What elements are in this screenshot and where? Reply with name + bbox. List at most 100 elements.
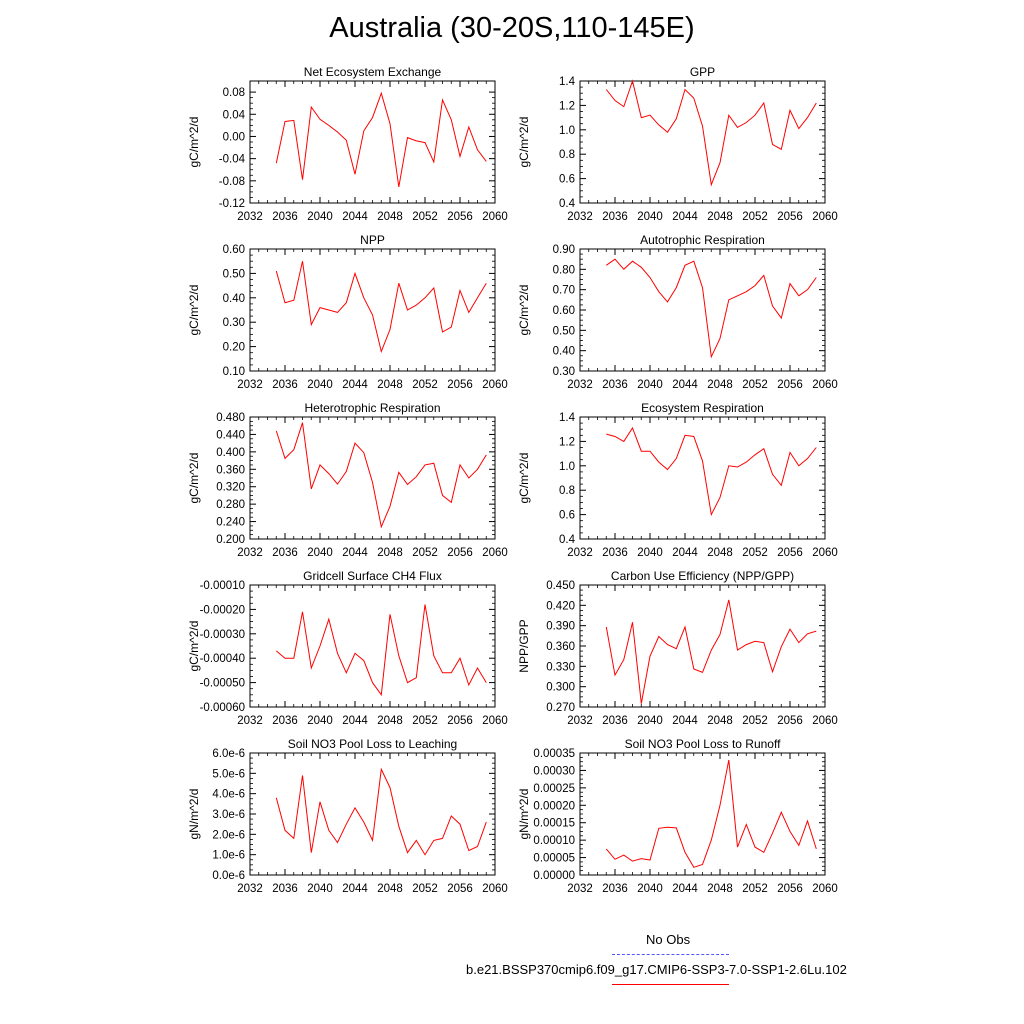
panel-5-xtick-label: 2032 [567, 547, 593, 559]
panel-6-series-line-0 [275, 604, 487, 697]
panel-6-xtick-label: 2032 [237, 715, 263, 727]
panel-7-frame [579, 584, 826, 708]
panel-0-xtick-label: 2056 [447, 211, 473, 223]
panel-5-xtick-label: 2052 [742, 547, 768, 559]
panel-6-ytick-label: -0.00030 [200, 629, 245, 641]
panel-3-xtick-label: 2052 [742, 379, 768, 391]
panel-5-title: Ecosystem Respiration [641, 401, 764, 415]
panel-1-xtick-label: 2056 [777, 211, 803, 223]
panel-8-xtick-label: 2060 [482, 883, 508, 895]
panel-8-ylabel: gN/m^2/d [187, 789, 201, 840]
panel-5-ytick-label: 1.0 [559, 461, 575, 473]
panel-4-title: Heterotrophic Respiration [304, 401, 440, 415]
panel-4-xtick-label: 2036 [272, 547, 298, 559]
panel-6-xtick-label: 2036 [272, 715, 298, 727]
panel-8-title: Soil NO3 Pool Loss to Leaching [288, 737, 457, 751]
panel-6-ytick-label: -0.00010 [200, 580, 245, 592]
panel-8-ytick-label: 6.0e-6 [212, 748, 245, 760]
panel-0-xtick-label: 2044 [342, 211, 368, 223]
panel-9-ytick-label: 0.00030 [533, 765, 575, 777]
panel-0-ytick-label: 0.00 [223, 131, 245, 143]
panel-2-title: NPP [360, 233, 385, 247]
panel-2-xtick-label: 2040 [307, 379, 333, 391]
panel-7-xtick-label: 2044 [672, 715, 698, 727]
panel-9-frame [579, 752, 826, 876]
panel-4-xtick-label: 2052 [412, 547, 438, 559]
panel-1-ytick-label: 0.6 [559, 174, 575, 186]
panel-0-ylabel: gC/m^2/d [187, 117, 201, 168]
panel-7-ytick-label: 0.330 [546, 661, 575, 673]
panel-5-xtick-label: 2040 [637, 547, 663, 559]
panel-1-ytick-label: 1.4 [559, 76, 576, 88]
panel-9-ytick-label: 0.00015 [533, 818, 575, 830]
panel-2-xtick-label: 2036 [272, 379, 298, 391]
panel-7-xtick-label: 2036 [602, 715, 628, 727]
panel-4-frame [249, 416, 496, 540]
panel-9-ytick-label: 0.00035 [533, 748, 575, 760]
panel-4-ytick-label: 0.240 [216, 517, 245, 529]
panel-7-ytick-label: 0.360 [546, 641, 575, 653]
panel-9-ytick-label: 0.00020 [533, 800, 575, 812]
panel-3-series-line-0 [606, 258, 817, 359]
panel-1-ytick-label: 0.8 [559, 149, 575, 161]
panel-3-xtick-label: 2040 [637, 379, 663, 391]
panel-1-ytick-label: 1.0 [559, 125, 575, 137]
panel-3-ytick-label: 0.60 [553, 305, 575, 317]
panel-3-xtick-label: 2036 [602, 379, 628, 391]
panel-0-xtick-label: 2048 [377, 211, 403, 223]
panel-3-ytick-label: 0.50 [553, 325, 575, 337]
legend-label-no-obs: No Obs [646, 932, 691, 947]
panel-0-xtick-label: 2060 [482, 211, 508, 223]
panel-5-ylabel: gC/m^2/d [517, 453, 531, 504]
panel-1-xtick-label: 2048 [707, 211, 733, 223]
panel-6-xtick-label: 2048 [377, 715, 403, 727]
panel-3-xtick-label: 2060 [812, 379, 838, 391]
panel-1-ytick-label: 0.4 [559, 198, 576, 210]
panel-7-xtick-label: 2056 [777, 715, 803, 727]
panel-5-xtick-label: 2056 [777, 547, 803, 559]
panel-0-ytick-label: 0.08 [223, 87, 245, 99]
panel-2-series-line-0 [275, 261, 487, 354]
panel-5-ytick-label: 1.4 [559, 412, 576, 424]
panel-9-xtick-label: 2044 [672, 883, 698, 895]
panel-1-frame [579, 80, 826, 204]
panel-0-series-line-0 [275, 91, 487, 187]
panel-8-ytick-label: 3.0e-6 [212, 809, 245, 821]
panel-5-xtick-label: 2036 [602, 547, 628, 559]
panel-7-ytick-label: 0.450 [546, 580, 575, 592]
panel-7-xtick-label: 2032 [567, 715, 593, 727]
panel-4-ytick-label: 0.400 [216, 447, 245, 459]
panel-6-ytick-label: -0.00050 [200, 678, 245, 690]
panel-1-xtick-label: 2060 [812, 211, 838, 223]
panel-4-xtick-label: 2056 [447, 547, 473, 559]
panel-0-title: Net Ecosystem Exchange [304, 65, 442, 79]
panel-0-frame [249, 80, 496, 204]
panel-4-xtick-label: 2032 [237, 547, 263, 559]
panel-7-ytick-label: 0.390 [546, 621, 575, 633]
panel-8-frame [249, 752, 496, 876]
panel-3-ytick-label: 0.40 [553, 346, 575, 358]
panel-2-xtick-label: 2056 [447, 379, 473, 391]
panel-6-ytick-label: -0.00040 [200, 653, 245, 665]
panel-2-xtick-label: 2060 [482, 379, 508, 391]
panel-9-title: Soil NO3 Pool Loss to Runoff [625, 737, 782, 751]
panel-6-ytick-label: -0.00020 [200, 604, 245, 616]
panel-8-xtick-label: 2056 [447, 883, 473, 895]
panel-5-ytick-label: 0.8 [559, 485, 575, 497]
panel-1-xtick-label: 2036 [602, 211, 628, 223]
legend-line-no-obs [612, 954, 729, 955]
panel-9-xtick-label: 2052 [742, 883, 768, 895]
panel-3-ytick-label: 0.90 [553, 244, 575, 256]
panel-8-xtick-label: 2032 [237, 883, 263, 895]
panel-3-xtick-label: 2032 [567, 379, 593, 391]
panel-1-xtick-label: 2040 [637, 211, 663, 223]
panel-3-xtick-label: 2048 [707, 379, 733, 391]
panel-0-ytick-label: 0.04 [223, 109, 246, 121]
panel-4-ytick-label: 0.360 [216, 464, 245, 476]
panel-6-xtick-label: 2044 [342, 715, 368, 727]
panel-1-ytick-label: 1.2 [559, 100, 575, 112]
panel-1-series-line-0 [605, 79, 817, 187]
panel-2-ytick-label: 0.40 [223, 293, 245, 305]
panel-9-xtick-label: 2060 [812, 883, 838, 895]
panel-2-ytick-label: 0.50 [223, 268, 245, 280]
